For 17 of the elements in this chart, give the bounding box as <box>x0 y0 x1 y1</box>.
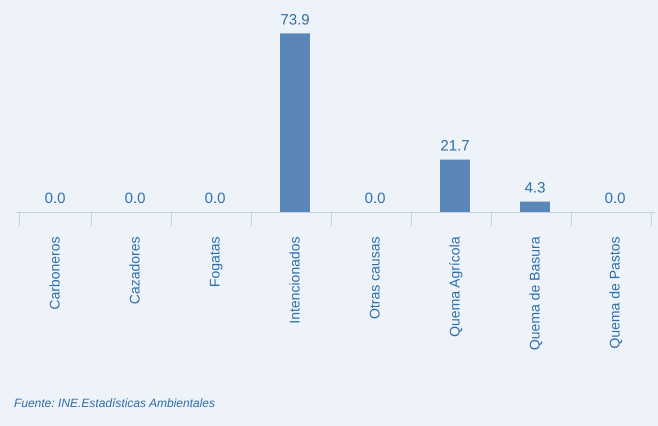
data-label: 0.0 <box>44 190 66 207</box>
x-tick-label: Fogatas <box>206 236 222 288</box>
x-tick-label: Otras causas <box>366 236 382 319</box>
source-note: Fuente: INE.Estadísticas Ambientales <box>14 396 215 410</box>
x-tick-label: Cazadores <box>126 236 142 304</box>
x-tick-label: Quema de Basura <box>526 236 542 350</box>
x-tick-label: Intencionados <box>286 236 302 324</box>
data-label: 21.7 <box>440 138 470 155</box>
data-label: 0.0 <box>364 190 386 207</box>
x-tick-label: Quema Agrícola <box>446 236 462 337</box>
x-tick-label: Carboneros <box>46 236 62 310</box>
data-label: 73.9 <box>280 11 310 28</box>
data-label: 0.0 <box>604 190 626 207</box>
data-label: 4.3 <box>524 180 546 197</box>
x-tick-label: Quema de Pastos <box>606 236 622 349</box>
data-label: 0.0 <box>204 190 226 207</box>
data-label: 0.0 <box>124 190 146 207</box>
